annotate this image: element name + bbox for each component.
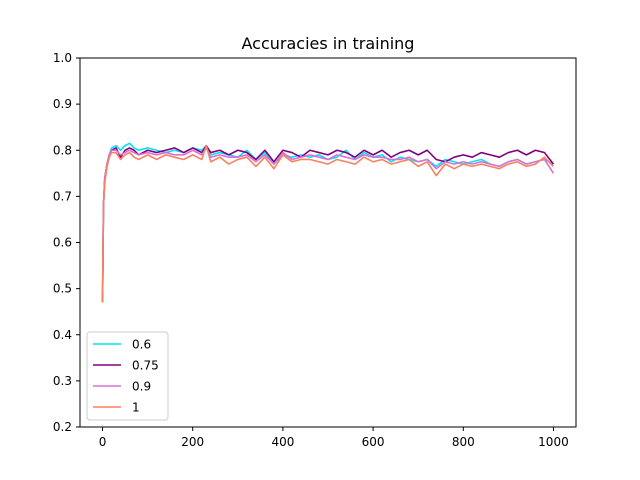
series-line-1 xyxy=(101,144,555,303)
x-tick-label: 800 xyxy=(452,435,475,449)
x-tick-label: 600 xyxy=(362,435,385,449)
legend-label-3: 1 xyxy=(132,401,140,415)
y-tick-label: 0.9 xyxy=(53,97,72,111)
y-tick-label: 0.7 xyxy=(53,189,72,203)
legend-label-2: 0.9 xyxy=(132,380,151,394)
y-tick-label: 0.3 xyxy=(53,374,72,388)
series-line-3 xyxy=(101,144,555,303)
x-tick-label: 1000 xyxy=(538,435,569,449)
y-tick-label: 0.6 xyxy=(53,236,72,250)
y-tick-label: 0.5 xyxy=(53,282,72,296)
plot-area xyxy=(101,142,555,303)
legend-label-1: 0.75 xyxy=(132,359,159,373)
axes: 0 200 400 600 800 1000 0.2 0.3 0.4 0.5 0.6 0.7 0.8 0.… xyxy=(53,51,577,449)
y-tick-label: 1.0 xyxy=(53,51,72,65)
y-tick-label: 0.2 xyxy=(53,420,72,434)
y-tick-label: 0.4 xyxy=(53,328,72,342)
chart-title: Accuracies in training xyxy=(242,34,415,53)
legend-label-0: 0.6 xyxy=(132,338,151,352)
series-line-2 xyxy=(101,147,555,303)
x-tick-label: 0 xyxy=(99,435,107,449)
legend-box xyxy=(86,331,169,421)
x-tick-label: 200 xyxy=(181,435,204,449)
y-tick-label: 0.8 xyxy=(53,143,72,157)
legend: 0.6 0.75 0.9 1 xyxy=(86,331,169,421)
x-tick-label: 400 xyxy=(271,435,294,449)
